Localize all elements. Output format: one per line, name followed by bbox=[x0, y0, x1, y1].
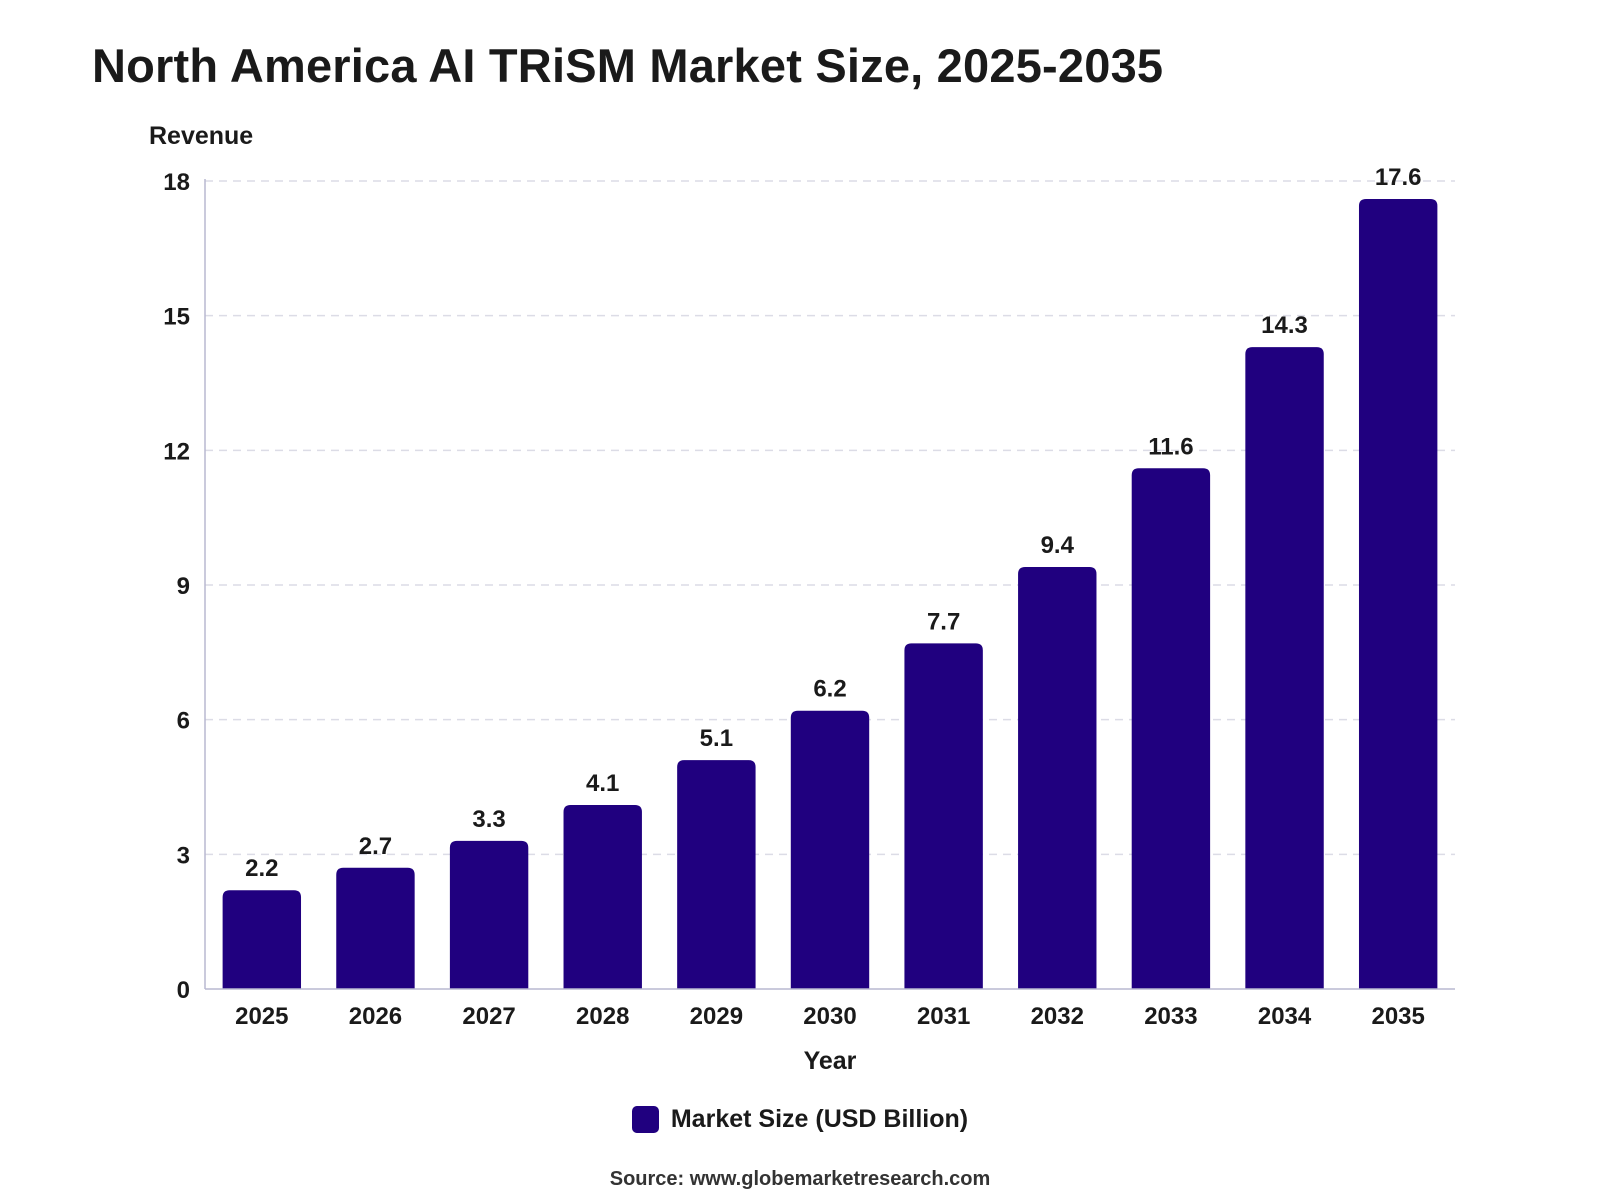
x-tick-label: 2028 bbox=[576, 1003, 629, 1030]
x-tick-label: 2025 bbox=[235, 1003, 288, 1030]
data-label-2035: 17.6 bbox=[1375, 164, 1422, 191]
source-note: Source: www.globemarketresearch.com bbox=[609, 1168, 991, 1190]
data-label-2026: 2.7 bbox=[359, 833, 392, 860]
y-tick-label: 12 bbox=[163, 438, 190, 465]
legend-swatch bbox=[631, 1106, 659, 1133]
x-tick-label: 2035 bbox=[1371, 1003, 1424, 1030]
y-tick-label: 18 bbox=[163, 169, 190, 196]
bar-2032 bbox=[1018, 567, 1097, 989]
y-tick-label: 9 bbox=[177, 573, 190, 600]
bar-2028 bbox=[563, 804, 642, 989]
x-tick-label: 2034 bbox=[1258, 1003, 1312, 1030]
x-tick-label: 2029 bbox=[690, 1003, 743, 1030]
bar-2029 bbox=[677, 760, 756, 989]
bar-2027 bbox=[449, 840, 529, 989]
legend: Market Size (USD Billion) bbox=[0, 1105, 1600, 1134]
bars bbox=[222, 198, 1438, 990]
x-tick-label: 2033 bbox=[1144, 1003, 1197, 1030]
data-label-2032: 9.4 bbox=[1041, 532, 1075, 559]
y-axis-title: Revenue bbox=[149, 122, 253, 150]
chart-title: North America AI TRiSM Market Size, 2025… bbox=[92, 39, 1164, 92]
x-tick-label: 2032 bbox=[1031, 1003, 1084, 1030]
axes bbox=[204, 179, 1455, 990]
chart-labels: 0 3 6 9 12 15 18 2.2 2025 2.7 2026 3.3 2027 4.1 2028 5.… bbox=[149, 122, 1425, 1075]
data-label-2027: 3.3 bbox=[472, 806, 505, 833]
data-label-2033: 11.6 bbox=[1148, 433, 1193, 460]
y-tick-label: 6 bbox=[177, 708, 190, 735]
y-tick-label: 0 bbox=[177, 977, 190, 1004]
y-tick-label: 15 bbox=[163, 304, 190, 331]
x-tick-label: 2026 bbox=[349, 1003, 402, 1030]
bar-2030 bbox=[790, 710, 870, 989]
data-label-2031: 7.7 bbox=[927, 608, 960, 635]
bar-2025 bbox=[222, 890, 302, 989]
x-tick-label: 2031 bbox=[917, 1003, 970, 1030]
bar-2026 bbox=[336, 867, 415, 989]
y-tick-label: 3 bbox=[177, 842, 190, 869]
bar-2033 bbox=[1131, 468, 1211, 989]
x-axis-title: Year bbox=[804, 1047, 857, 1075]
x-tick-label: 2030 bbox=[803, 1003, 856, 1030]
data-label-2034: 14.3 bbox=[1261, 312, 1308, 339]
bar-2034 bbox=[1245, 347, 1324, 990]
data-label-2029: 5.1 bbox=[700, 725, 733, 752]
data-label-2028: 4.1 bbox=[586, 770, 619, 797]
bar-2031 bbox=[904, 643, 983, 989]
legend-label: Market Size (USD Billion) bbox=[670, 1105, 969, 1133]
bar-2035 bbox=[1358, 198, 1438, 989]
data-label-2030: 6.2 bbox=[813, 676, 846, 703]
x-tick-label: 2027 bbox=[462, 1003, 515, 1030]
data-label-2025: 2.2 bbox=[245, 855, 278, 882]
